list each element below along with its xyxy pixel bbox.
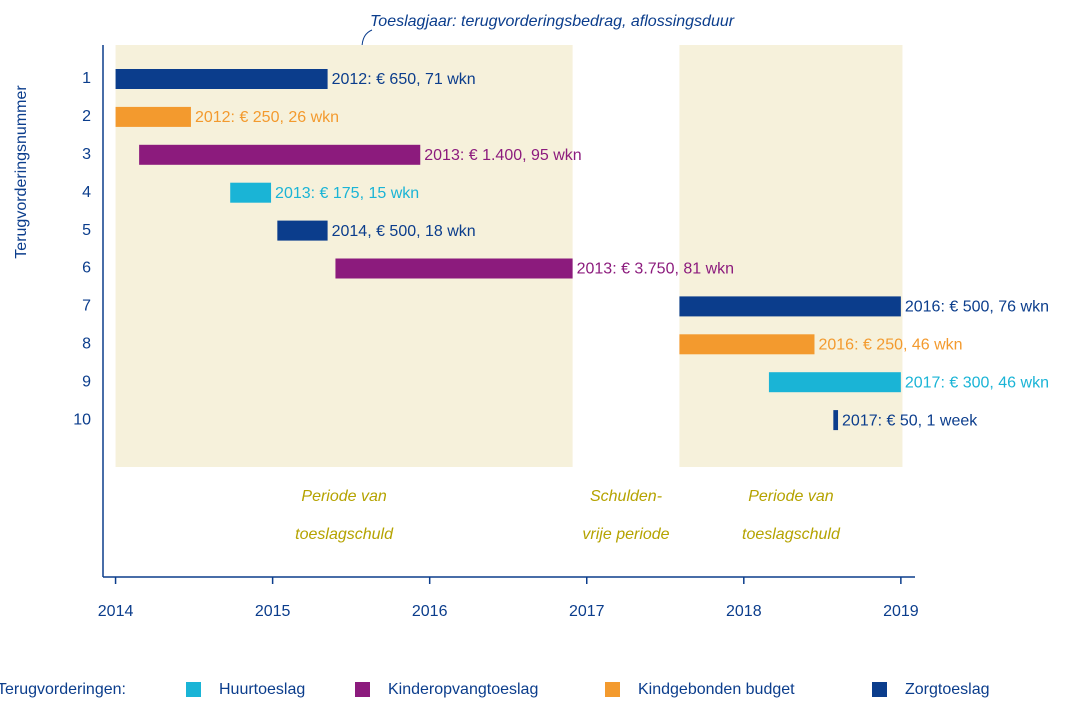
y-tick-label: 7: [82, 298, 91, 315]
legend-swatch: [872, 682, 887, 697]
bar: [679, 296, 901, 317]
bar: [139, 144, 421, 165]
period-label: Periode van: [301, 488, 386, 505]
y-tick-label: 4: [82, 184, 91, 201]
y-tick-label: 2: [82, 108, 91, 125]
x-tick-label: 2018: [726, 603, 762, 620]
bar-label: 2012: € 250, 26 wkn: [195, 109, 339, 126]
x-tick-label: 2017: [569, 603, 605, 620]
period-band: [115, 45, 573, 467]
legend-label: Kindgebonden budget: [638, 681, 795, 698]
bar: [833, 410, 839, 431]
period-label: Schulden-: [590, 488, 662, 505]
bar-label: 2016: € 250, 46 wkn: [818, 337, 962, 354]
bar-label: 2012: € 650, 71 wkn: [332, 71, 476, 88]
bar-label: 2013: € 1.400, 95 wkn: [424, 147, 581, 164]
annotation: Toeslagjaar: terugvorderingsbedrag, aflo…: [370, 13, 735, 30]
legend-label: Kinderopvangtoeslag: [388, 681, 538, 698]
y-tick-label: 9: [82, 373, 91, 390]
bar-label: 2017: € 50, 1 week: [842, 412, 978, 429]
bar: [115, 106, 191, 127]
bar: [335, 258, 573, 279]
y-tick-label: 6: [82, 260, 91, 277]
bar: [115, 69, 328, 89]
bar-label: 2017: € 300, 46 wkn: [905, 374, 1049, 391]
bar-label: 2014, € 500, 18 wkn: [332, 223, 476, 240]
legend-swatch: [605, 682, 620, 697]
period-label: Periode van: [748, 488, 833, 505]
bar-label: 2013: € 3.750, 81 wkn: [577, 261, 734, 278]
period-band: [679, 45, 903, 467]
bar: [277, 220, 328, 241]
bar-label: 2016: € 500, 76 wkn: [905, 299, 1049, 316]
period-label: toeslagschuld: [295, 526, 394, 543]
legend-label: Huurtoeslag: [219, 681, 305, 698]
y-tick-label: 8: [82, 336, 91, 353]
bar-label: 2013: € 175, 15 wkn: [275, 185, 419, 202]
y-tick-label: 3: [82, 146, 91, 163]
x-tick-label: 2015: [255, 603, 291, 620]
x-tick-label: 2019: [883, 603, 919, 620]
bar: [230, 182, 272, 203]
y-tick-label: 5: [82, 222, 91, 239]
legend-title: Terugvorderingen:: [0, 681, 126, 698]
legend-swatch: [355, 682, 370, 697]
bar: [679, 334, 815, 355]
period-label: toeslagschuld: [742, 526, 841, 543]
y-axis-label: Terugvorderingsnummer: [13, 85, 30, 259]
bar: [768, 372, 901, 393]
legend-label: Zorgtoeslag: [905, 681, 990, 698]
x-tick-label: 2014: [98, 603, 134, 620]
period-label: vrije periode: [582, 526, 669, 543]
y-tick-label: 10: [73, 411, 91, 428]
y-tick-label: 1: [82, 70, 91, 87]
legend-swatch: [186, 682, 201, 697]
x-tick-label: 2016: [412, 603, 448, 620]
